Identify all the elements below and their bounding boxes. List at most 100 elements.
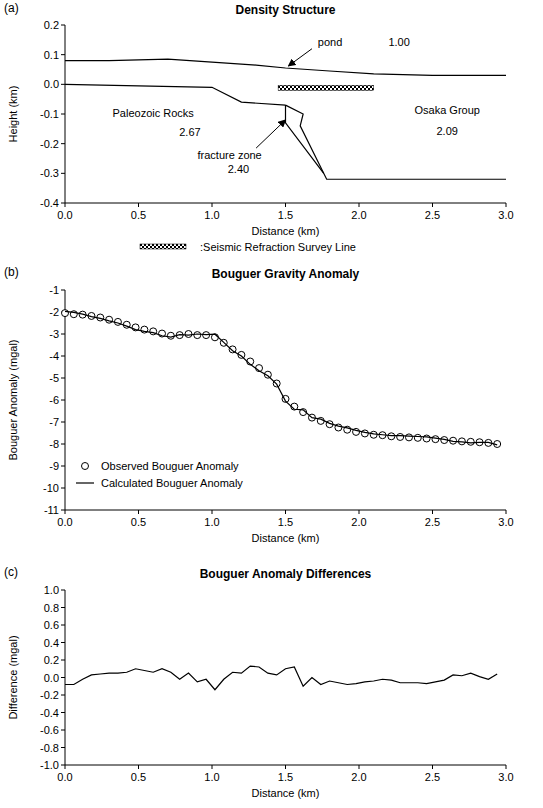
y-tick (61, 378, 65, 379)
body-density: 2.09 (436, 125, 457, 137)
x-tick-label: 2.0 (351, 771, 366, 783)
y-tick-label: -0.3 (40, 167, 59, 179)
y-tick (61, 695, 65, 696)
y-tick (61, 54, 65, 55)
x-tick (65, 765, 66, 769)
observed-point (167, 332, 174, 339)
boundary (65, 84, 286, 105)
x-tick (285, 765, 286, 769)
y-tick-label: 0.6 (44, 619, 59, 631)
y-tick-label: -0.4 (40, 197, 59, 209)
panel-letter: (a) (4, 1, 19, 15)
observed-point (405, 434, 412, 441)
x-tick-label: 3.0 (498, 516, 513, 528)
x-tick-label: 1.0 (204, 516, 219, 528)
y-tick (61, 747, 65, 748)
y-tick (61, 203, 65, 204)
x-tick-label: 3.0 (498, 771, 513, 783)
x-tick (432, 203, 433, 207)
panel-letter: (c) (4, 565, 18, 579)
annotation-arrow (288, 49, 312, 66)
y-tick (61, 356, 65, 357)
body-density: 2.67 (179, 126, 200, 138)
y-tick-label: 0.8 (44, 602, 59, 614)
observed-point (361, 430, 368, 437)
y-tick-label: -5 (49, 372, 59, 384)
observed-point (432, 436, 439, 443)
x-tick (212, 510, 213, 514)
y-tick-label: -7 (49, 416, 59, 428)
y-tick-label: -1.0 (40, 759, 59, 771)
x-tick (212, 765, 213, 769)
x-tick-label: 2.0 (351, 516, 366, 528)
x-tick (506, 203, 507, 207)
x-tick-label: 2.5 (425, 209, 440, 221)
y-tick (61, 625, 65, 626)
body-density: 2.40 (228, 163, 249, 175)
y-tick-label: -0.6 (40, 724, 59, 736)
survey-line (278, 85, 374, 90)
body-name: fracture zone (198, 149, 262, 161)
y-tick (61, 765, 65, 766)
y-tick (61, 730, 65, 731)
x-tick-label: 3.0 (498, 209, 513, 221)
boundary (286, 105, 324, 173)
x-tick (65, 510, 66, 514)
body-name: Paleozoic Rocks (113, 107, 195, 119)
x-tick (212, 203, 213, 207)
body-density: 1.00 (388, 36, 409, 48)
y-tick (61, 84, 65, 85)
y-tick (61, 642, 65, 643)
observed-point (194, 332, 201, 339)
observed-point (414, 434, 421, 441)
marks (62, 310, 501, 448)
y-tick-label: 1.0 (44, 584, 59, 596)
x-tick-label: 0.5 (131, 209, 146, 221)
y-tick (61, 660, 65, 661)
y-axis-title: Bouguer Anomaly (mgal) (7, 339, 19, 460)
annotation-arrow (256, 120, 285, 148)
y-tick-label: -0.2 (40, 689, 59, 701)
y-tick (61, 677, 65, 678)
y-tick (61, 607, 65, 608)
y-tick-label: -8 (49, 438, 59, 450)
x-tick (138, 510, 139, 514)
x-tick-label: 2.0 (351, 209, 366, 221)
x-tick-label: 0.0 (57, 209, 72, 221)
y-tick-label: -9 (49, 460, 59, 472)
y-tick (61, 712, 65, 713)
y-tick (61, 510, 65, 511)
x-tick (506, 765, 507, 769)
panel: (b)Bouguer Gravity Anomaly-11-10-9-8-7-6… (4, 265, 514, 544)
x-tick (138, 203, 139, 207)
body-name: pond (318, 36, 342, 48)
survey-legend-swatch (140, 244, 186, 249)
legend-marker (82, 463, 89, 470)
x-tick (432, 765, 433, 769)
y-tick-label: 0.2 (44, 19, 59, 31)
x-tick (138, 765, 139, 769)
x-axis-title: Distance (km) (252, 225, 320, 237)
x-tick (285, 203, 286, 207)
y-tick (61, 290, 65, 291)
x-axis-title: Distance (km) (252, 787, 320, 799)
observed-point (467, 438, 474, 445)
y-tick (61, 488, 65, 489)
observed-point (397, 433, 404, 440)
x-tick-label: 1.0 (204, 209, 219, 221)
y-tick (61, 25, 65, 26)
y-tick-label: -0.4 (40, 707, 59, 719)
y-tick-label: -10 (43, 482, 59, 494)
y-tick-label: -4 (49, 350, 59, 362)
y-tick (61, 173, 65, 174)
y-tick-label: 0.1 (44, 49, 59, 61)
panel-title: Bouguer Gravity Anomaly (212, 267, 360, 281)
y-axis-title: Height (km) (7, 86, 19, 143)
y-tick (61, 334, 65, 335)
series-line (65, 666, 497, 690)
x-tick-label: 1.5 (278, 771, 293, 783)
x-tick (432, 510, 433, 514)
panel: (a)Density Structure-0.4-0.3-0.2-0.10.00… (4, 1, 514, 253)
y-tick (61, 143, 65, 144)
survey-legend-label: :Seismic Refraction Survey Line (200, 241, 356, 253)
